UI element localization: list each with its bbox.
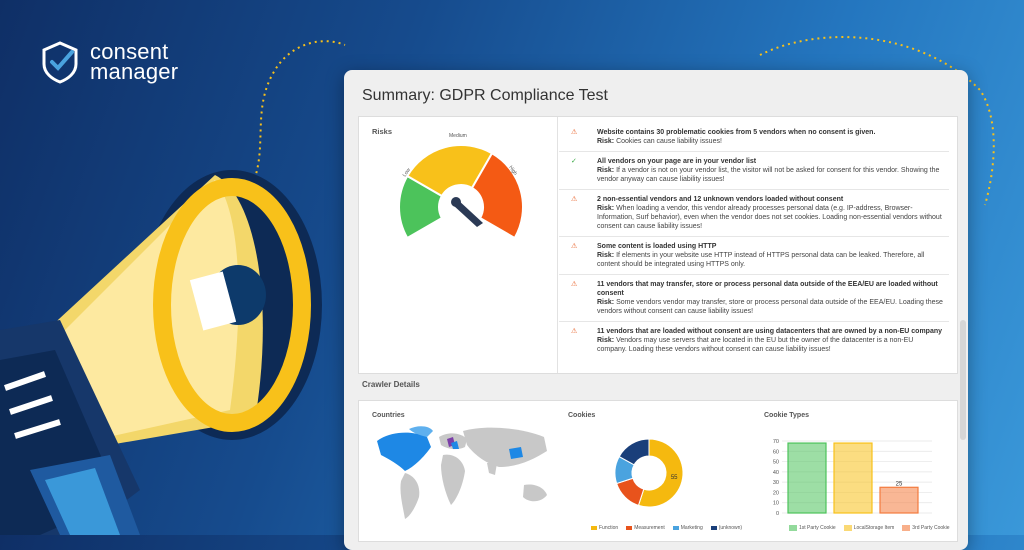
risk-gauge-section: Risks Low Medium High (359, 117, 558, 373)
risk-label: Risk: (597, 337, 615, 344)
risk-title: Some content is loaded using HTTP (597, 243, 717, 250)
bar-data-label: 25 (896, 481, 903, 487)
gauge-label-medium: Medium (449, 133, 467, 139)
risk-item: ⚠ Website contains 30 problematic cookies… (559, 123, 949, 152)
warning-icon: ⚠ (571, 243, 578, 250)
donut-slice-0 (637, 438, 684, 508)
y-tick-label: 70 (773, 439, 779, 445)
cookies-label: Cookies (568, 412, 596, 419)
legend-item[interactable]: LocalStorage Item (843, 525, 895, 531)
risk-item: ⚠ 2 non-essential vendors and 12 unknown … (559, 190, 949, 237)
risk-title: 11 vendors that are loaded without conse… (597, 328, 943, 335)
y-tick-label: 10 (773, 501, 779, 507)
brand-logo: consent manager (38, 40, 178, 84)
risk-item: ⚠ 11 vendors that are loaded without cons… (559, 322, 949, 359)
legend-label: 3rd Party Cookie (912, 525, 950, 531)
risk-label: Risk: (597, 299, 615, 306)
gauge-label-high: High (507, 165, 518, 177)
risk-text: Cookies can cause liability issues! (616, 138, 722, 145)
risk-label: Risk: (597, 205, 615, 212)
legend-label: Function (599, 525, 619, 531)
y-tick-label: 60 (773, 449, 779, 455)
risk-title: All vendors on your page are in your ven… (597, 158, 757, 165)
y-tick-label: 40 (773, 470, 779, 476)
report-panel: Summary: GDPR Compliance Test Risks Low … (344, 70, 968, 550)
y-tick-label: 50 (773, 460, 779, 466)
warning-icon: ⚠ (571, 328, 578, 335)
risk-item: ✓ All vendors on your page are in your ve… (559, 152, 949, 190)
risk-text: If a vendor is not on your vendor list, … (597, 167, 940, 183)
legend-item[interactable]: (unknown) (710, 525, 743, 531)
risk-text: When loading a vendor, this vendor alrea… (597, 205, 942, 230)
megaphone-illustration (0, 170, 322, 535)
risk-title: Website contains 30 problematic cookies … (597, 129, 876, 136)
crawler-details-title: Crawler Details (362, 380, 420, 389)
y-tick-label: 20 (773, 490, 779, 496)
warning-icon: ⚠ (571, 281, 578, 288)
donut-data-label: 55 (671, 475, 678, 481)
brand-line2: manager (90, 59, 179, 84)
gauge-needle (453, 199, 483, 227)
risk-text: Some vendors vendor may transfer, store … (597, 299, 943, 315)
warning-icon: ⚠ (571, 129, 578, 136)
cookie-types-legend: 1st Party Cookie LocalStorage Item 3rd Par… (789, 525, 950, 531)
risk-label: Risk: (597, 167, 615, 174)
check-icon: ✓ (571, 158, 577, 165)
cookie-types-bar-chart: 0 10 20 30 40 50 60 70 25 (773, 439, 932, 517)
legend-item[interactable]: 3rd Party Cookie (902, 525, 950, 531)
gauge-segment-high (470, 151, 524, 240)
risk-description: Risk: Some vendors vendor may transfer, … (597, 298, 943, 316)
y-tick-label: 0 (776, 511, 779, 517)
bar-2 (879, 486, 919, 514)
risk-text: Vendors may use servers that are located… (597, 337, 914, 353)
risk-item: ⚠ Some content is loaded using HTTP Risk: … (559, 237, 949, 275)
y-tick-label: 30 (773, 480, 779, 486)
legend-item[interactable]: Measurement (626, 525, 665, 531)
scrollbar[interactable] (960, 320, 966, 440)
crawler-card: Countries Cookies Cookie Types 55 Functi… (358, 400, 958, 542)
risk-description: Risk: Cookies can cause liability issues… (597, 137, 943, 146)
risk-label: Risk: (597, 138, 615, 145)
bar-0 (787, 442, 827, 514)
risk-text: If elements in your website use HTTP ins… (597, 252, 925, 268)
risk-title: 11 vendors that may transfer, store or p… (597, 281, 938, 297)
legend-item[interactable]: Marketing (672, 525, 703, 531)
shield-check-icon (42, 41, 78, 84)
legend-label: LocalStorage Item (853, 525, 895, 531)
world-map (377, 426, 547, 519)
risk-description: Risk: Vendors may use servers that are l… (597, 336, 943, 354)
countries-label: Countries (372, 412, 405, 419)
cookies-legend: Function Measurement Marketing (unknown) (591, 525, 742, 531)
risk-label: Risk: (597, 252, 615, 259)
gauge-segment-medium (405, 144, 494, 198)
gauge-label-low: Low (402, 167, 412, 178)
cookies-donut-chart: 55 (614, 438, 684, 508)
risk-description: Risk: When loading a vendor, this vendor… (597, 204, 943, 231)
risk-description: Risk: If elements in your website use HT… (597, 251, 943, 269)
legend-item[interactable]: 1st Party Cookie (789, 525, 836, 531)
risk-description: Risk: If a vendor is not on your vendor … (597, 166, 943, 184)
risk-card: Risks Low Medium High ⚠ Website contains … (358, 116, 958, 374)
warning-icon: ⚠ (571, 196, 578, 203)
page-title: Summary: GDPR Compliance Test (362, 87, 608, 104)
risk-title: 2 non-essential vendors and 12 unknown v… (597, 196, 844, 203)
legend-label: (unknown) (718, 525, 743, 531)
legend-label: Measurement (634, 525, 665, 531)
brand-line1: consent (90, 39, 169, 64)
bar-1 (833, 442, 873, 514)
legend-label: 1st Party Cookie (799, 525, 836, 531)
legend-label: Marketing (680, 525, 703, 531)
risk-item: ⚠ 11 vendors that may transfer, store or … (559, 275, 949, 322)
brand-name: consent manager (90, 39, 179, 84)
risks-label: Risks (372, 127, 393, 136)
risk-gauge: Low Medium High (398, 133, 524, 240)
legend-item[interactable]: Function (591, 525, 618, 531)
risk-list: ⚠ Website contains 30 problematic cookies… (559, 123, 949, 359)
donut-slice-3 (618, 438, 650, 466)
cookie-types-label: Cookie Types (764, 412, 809, 419)
